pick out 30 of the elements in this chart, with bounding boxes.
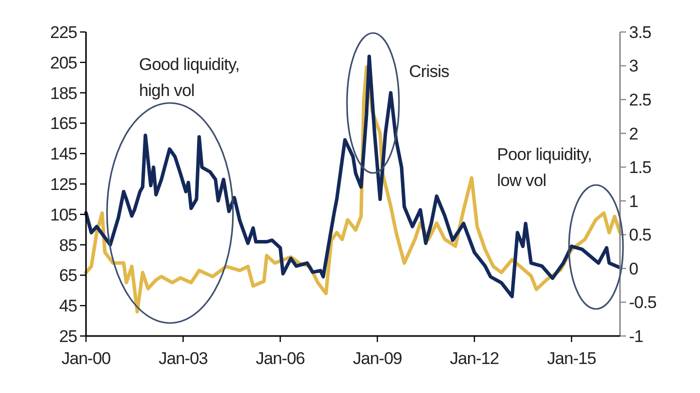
annotation: Poor liquidity, low vol <box>497 145 592 190</box>
x-tick-label: Jan-03 <box>158 349 208 368</box>
y-tick-label: 65 <box>59 266 78 286</box>
x-tick-label: Jan-09 <box>352 349 402 368</box>
y-tick-label: 45 <box>59 296 78 316</box>
y2-tick-label: 1.5 <box>629 158 652 178</box>
y2-tick-label: 3.5 <box>629 22 652 42</box>
y-tick-label: 105 <box>50 205 78 224</box>
y2-tick-label: 0 <box>629 259 638 278</box>
y-tick-label: 225 <box>50 22 78 42</box>
y2-tick-label: 2 <box>629 124 638 144</box>
y-tick-label: 165 <box>50 114 78 134</box>
y-tick-label: 205 <box>50 53 78 72</box>
y2-tick-label: 1 <box>629 192 638 211</box>
y2-tick-label: 3 <box>629 56 638 76</box>
y-tick-label: 185 <box>50 84 78 103</box>
y2-tick-label: 0.5 <box>629 226 652 245</box>
y-tick-label: 25 <box>59 326 78 346</box>
y-tick-label: 85 <box>59 236 78 255</box>
y2-tick-label: -0.5 <box>629 293 656 312</box>
x-tick-label: Jan-15 <box>547 349 596 368</box>
y-tick-label: 145 <box>50 144 78 164</box>
y-tick-label: 125 <box>50 174 78 194</box>
x-tick-label: Jan-06 <box>256 349 305 368</box>
y2-tick-label: 2.5 <box>629 90 652 110</box>
annotation: Good liquidity, high vol <box>139 55 240 100</box>
x-tick-label: Jan-12 <box>450 349 499 368</box>
x-tick-label: Jan-00 <box>62 349 111 368</box>
annotation: Crisis <box>409 62 450 81</box>
y2-tick-label: -1 <box>629 326 644 346</box>
